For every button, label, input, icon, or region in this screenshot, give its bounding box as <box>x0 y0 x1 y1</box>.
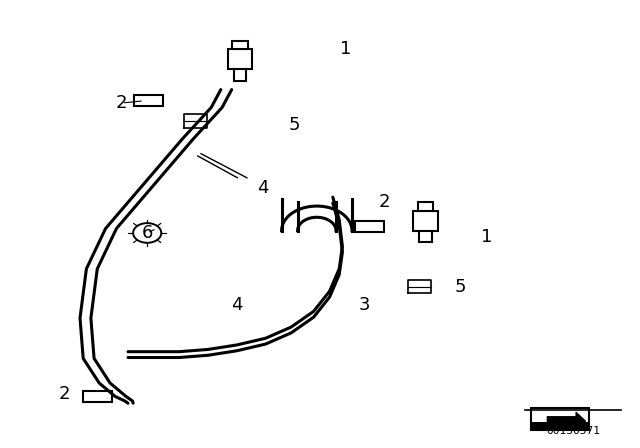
Polygon shape <box>547 412 586 427</box>
Bar <box>531 422 589 430</box>
Bar <box>531 408 589 430</box>
Bar <box>232 41 248 49</box>
Bar <box>83 391 112 402</box>
Text: 2: 2 <box>378 193 390 211</box>
Text: 1: 1 <box>481 228 492 246</box>
Text: 4: 4 <box>231 296 243 314</box>
Text: 2: 2 <box>58 385 70 403</box>
FancyBboxPatch shape <box>228 49 252 69</box>
Bar <box>134 95 163 107</box>
FancyBboxPatch shape <box>413 211 438 231</box>
Bar <box>418 202 433 211</box>
Text: 6: 6 <box>141 224 153 242</box>
Text: 5: 5 <box>289 116 300 134</box>
Text: 5: 5 <box>455 278 467 296</box>
Text: 3: 3 <box>359 296 371 314</box>
Text: 00130571: 00130571 <box>546 426 600 436</box>
Text: 4: 4 <box>257 179 268 197</box>
Bar <box>355 221 384 232</box>
Text: 2: 2 <box>116 94 127 112</box>
Text: 1: 1 <box>340 40 351 58</box>
